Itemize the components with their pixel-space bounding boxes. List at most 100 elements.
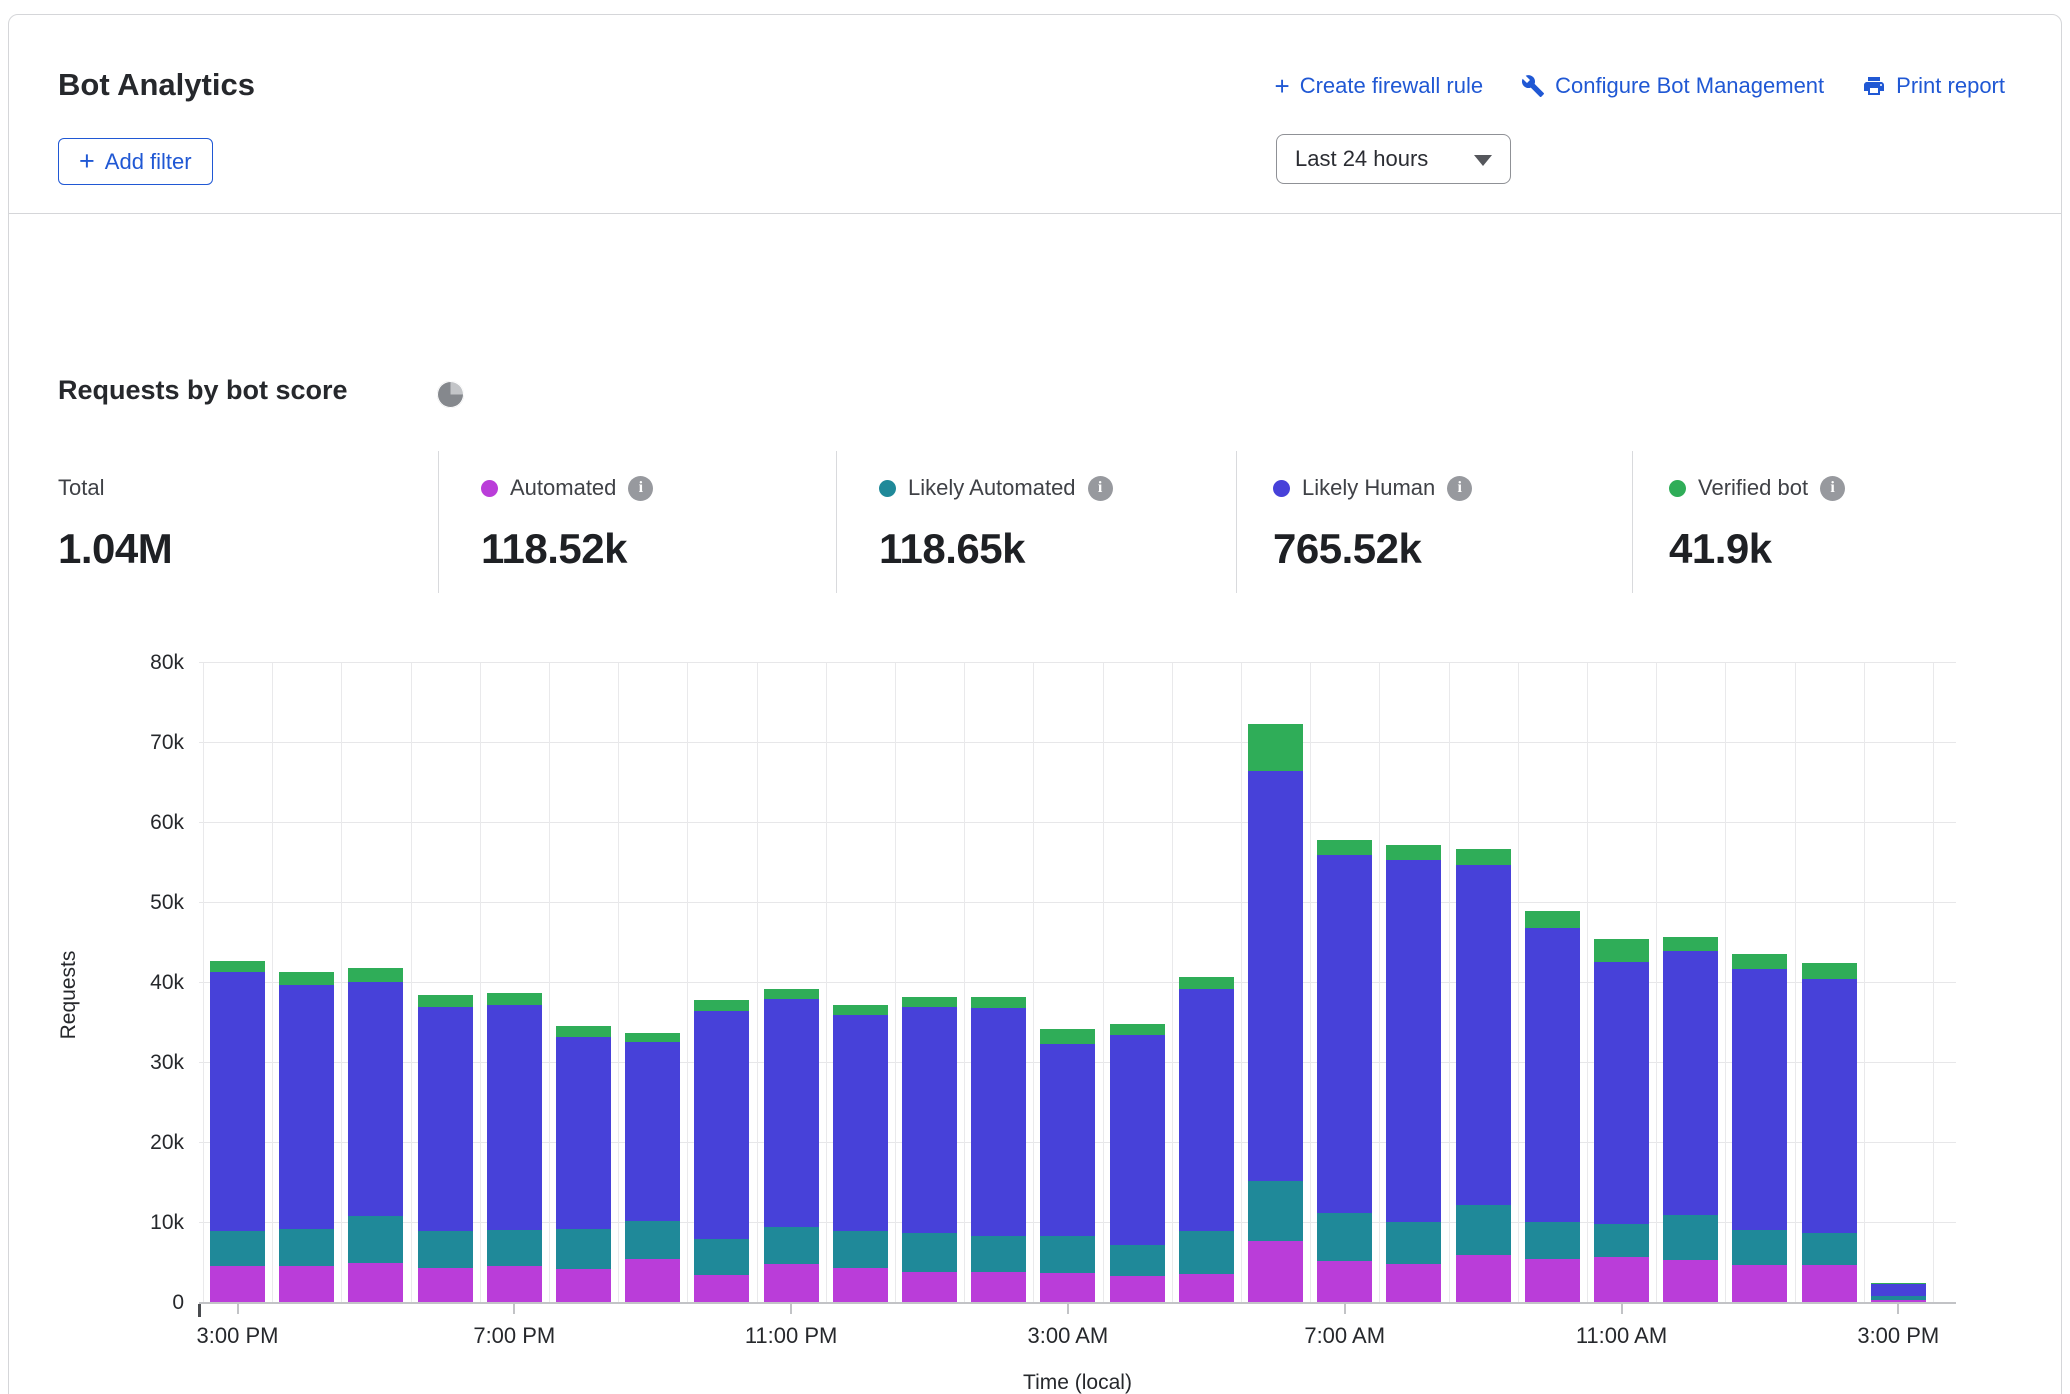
bar-likely-human[interactable] bbox=[625, 1042, 681, 1221]
bar-verified-bot[interactable] bbox=[486, 992, 542, 1005]
bar-verified-bot[interactable] bbox=[1663, 937, 1719, 951]
bar-likely-human[interactable] bbox=[417, 1007, 473, 1231]
bar-automated[interactable] bbox=[1455, 1255, 1511, 1303]
bar-verified-bot[interactable] bbox=[832, 1004, 888, 1015]
bar-automated[interactable] bbox=[486, 1266, 542, 1303]
bar-automated[interactable] bbox=[832, 1267, 888, 1303]
bar-automated[interactable] bbox=[348, 1263, 404, 1303]
bar-likely-human[interactable] bbox=[556, 1036, 611, 1230]
bar-verified-bot[interactable] bbox=[210, 961, 265, 972]
bar-likely-automated[interactable] bbox=[625, 1220, 681, 1259]
bar-likely-human[interactable] bbox=[763, 999, 819, 1227]
bar-verified-bot[interactable] bbox=[1109, 1023, 1165, 1035]
bar-verified-bot[interactable] bbox=[279, 971, 335, 985]
bar-automated[interactable] bbox=[1109, 1275, 1165, 1303]
bar-automated[interactable] bbox=[210, 1266, 265, 1303]
bar-automated[interactable] bbox=[1040, 1273, 1096, 1303]
add-filter-button[interactable]: + Add filter bbox=[58, 138, 213, 185]
bar-verified-bot[interactable] bbox=[971, 997, 1027, 1008]
bar-likely-human[interactable] bbox=[1801, 979, 1857, 1233]
bar-automated[interactable] bbox=[1524, 1259, 1580, 1303]
bar-likely-human[interactable] bbox=[1386, 859, 1442, 1223]
bar-likely-automated[interactable] bbox=[279, 1229, 335, 1267]
bar-verified-bot[interactable] bbox=[1732, 954, 1788, 969]
bar-verified-bot[interactable] bbox=[1455, 849, 1511, 865]
bar-verified-bot[interactable] bbox=[694, 999, 750, 1011]
bar-verified-bot[interactable] bbox=[1524, 911, 1580, 928]
bar-verified-bot[interactable] bbox=[417, 995, 473, 1007]
bar-likely-human[interactable] bbox=[902, 1007, 957, 1233]
bar-likely-automated[interactable] bbox=[832, 1231, 888, 1268]
bar-automated[interactable] bbox=[417, 1267, 473, 1303]
bar-likely-human[interactable] bbox=[694, 1011, 750, 1239]
bar-automated[interactable] bbox=[625, 1259, 681, 1303]
time-range-select[interactable]: Last 24 hours bbox=[1276, 134, 1511, 184]
bar-automated[interactable] bbox=[1178, 1274, 1234, 1303]
print-report-link[interactable]: Print report bbox=[1862, 73, 2005, 99]
bar-likely-automated[interactable] bbox=[417, 1231, 473, 1268]
bar-likely-automated[interactable] bbox=[694, 1239, 750, 1275]
bar-verified-bot[interactable] bbox=[348, 967, 404, 983]
bar-likely-human[interactable] bbox=[348, 982, 404, 1216]
bar-automated[interactable] bbox=[279, 1266, 335, 1303]
bar-automated[interactable] bbox=[1386, 1263, 1442, 1303]
bar-automated[interactable] bbox=[1870, 1299, 1926, 1303]
info-icon[interactable]: i bbox=[628, 475, 654, 501]
bar-likely-human[interactable] bbox=[1870, 1283, 1926, 1296]
bar-likely-automated[interactable] bbox=[1317, 1213, 1373, 1262]
create-firewall-rule-link[interactable]: + Create firewall rule bbox=[1275, 73, 1484, 99]
bar-verified-bot[interactable] bbox=[902, 997, 957, 1007]
bar-automated[interactable] bbox=[1594, 1257, 1649, 1303]
bar-verified-bot[interactable] bbox=[1317, 839, 1373, 855]
bar-likely-automated[interactable] bbox=[902, 1232, 957, 1272]
bar-automated[interactable] bbox=[1663, 1259, 1719, 1303]
bar-likely-automated[interactable] bbox=[1386, 1222, 1442, 1264]
bar-likely-human[interactable] bbox=[486, 1004, 542, 1231]
bar-likely-human[interactable] bbox=[1178, 988, 1234, 1231]
configure-bot-management-link[interactable]: Configure Bot Management bbox=[1521, 73, 1824, 99]
bar-verified-bot[interactable] bbox=[1801, 963, 1857, 979]
bar-likely-automated[interactable] bbox=[1732, 1230, 1788, 1265]
bar-automated[interactable] bbox=[1317, 1261, 1373, 1303]
bar-likely-human[interactable] bbox=[1040, 1043, 1096, 1236]
bar-likely-automated[interactable] bbox=[348, 1215, 404, 1263]
bar-automated[interactable] bbox=[1732, 1264, 1788, 1303]
bar-verified-bot[interactable] bbox=[1040, 1028, 1096, 1044]
bar-likely-human[interactable] bbox=[1248, 771, 1303, 1182]
bar-likely-automated[interactable] bbox=[1801, 1232, 1857, 1266]
bar-automated[interactable] bbox=[902, 1271, 957, 1303]
bar-verified-bot[interactable] bbox=[1178, 976, 1234, 989]
bar-likely-human[interactable] bbox=[1594, 962, 1649, 1224]
bar-likely-automated[interactable] bbox=[556, 1229, 611, 1269]
bar-likely-automated[interactable] bbox=[1870, 1295, 1926, 1300]
bar-likely-automated[interactable] bbox=[971, 1235, 1027, 1272]
bar-likely-human[interactable] bbox=[1317, 855, 1373, 1214]
bar-automated[interactable] bbox=[694, 1275, 750, 1303]
bar-automated[interactable] bbox=[971, 1271, 1027, 1303]
bar-likely-human[interactable] bbox=[832, 1015, 888, 1231]
bar-likely-automated[interactable] bbox=[1455, 1204, 1511, 1255]
info-icon[interactable]: i bbox=[1447, 475, 1473, 501]
bar-verified-bot[interactable] bbox=[1386, 844, 1442, 860]
bar-likely-automated[interactable] bbox=[1178, 1231, 1234, 1275]
bar-likely-automated[interactable] bbox=[210, 1231, 265, 1267]
bar-verified-bot[interactable] bbox=[625, 1033, 681, 1043]
bar-likely-automated[interactable] bbox=[1248, 1181, 1303, 1241]
bar-likely-human[interactable] bbox=[279, 984, 335, 1230]
bar-likely-human[interactable] bbox=[1109, 1035, 1165, 1245]
bar-likely-automated[interactable] bbox=[1594, 1223, 1649, 1258]
bar-verified-bot[interactable] bbox=[1870, 1283, 1926, 1284]
bar-likely-human[interactable] bbox=[1732, 968, 1788, 1231]
bar-likely-automated[interactable] bbox=[763, 1227, 819, 1264]
bar-automated[interactable] bbox=[763, 1263, 819, 1303]
bar-likely-human[interactable] bbox=[1524, 927, 1580, 1223]
bar-automated[interactable] bbox=[1248, 1240, 1303, 1303]
bar-likely-automated[interactable] bbox=[1109, 1244, 1165, 1276]
bar-likely-human[interactable] bbox=[971, 1007, 1027, 1236]
bar-likely-automated[interactable] bbox=[486, 1230, 542, 1267]
bar-likely-human[interactable] bbox=[1455, 864, 1511, 1205]
bar-likely-automated[interactable] bbox=[1040, 1235, 1096, 1274]
bar-likely-human[interactable] bbox=[210, 971, 265, 1231]
bar-likely-automated[interactable] bbox=[1524, 1222, 1580, 1259]
info-icon[interactable]: i bbox=[1087, 475, 1113, 501]
